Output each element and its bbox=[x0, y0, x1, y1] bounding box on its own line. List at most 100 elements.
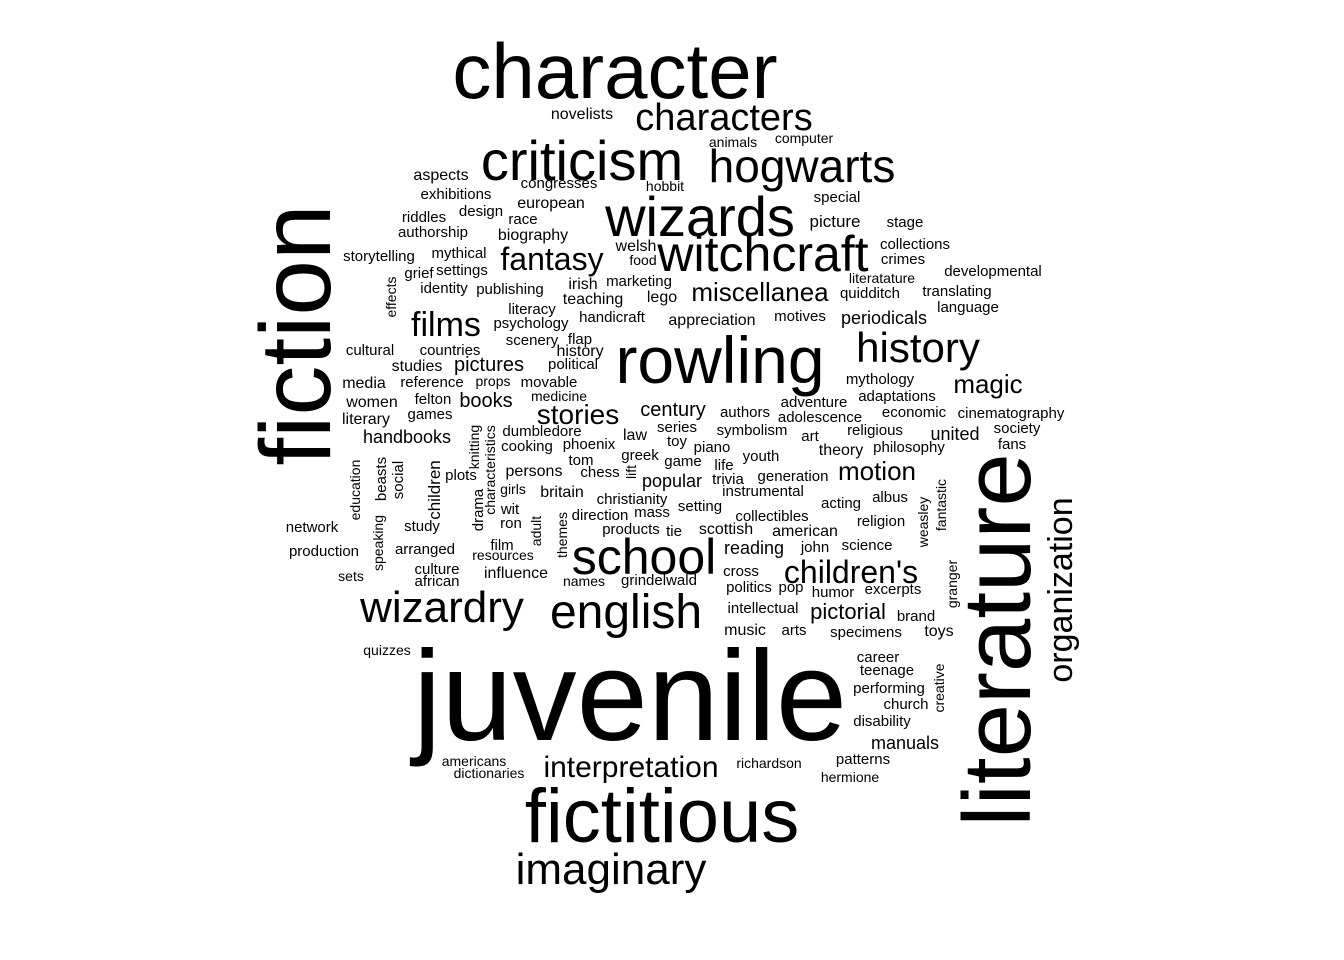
word-john: john bbox=[800, 539, 829, 556]
word-congresses: congresses bbox=[521, 175, 598, 192]
word-games: games bbox=[407, 406, 452, 423]
word-mass: mass bbox=[634, 504, 670, 521]
word-quidditch: quidditch bbox=[840, 285, 900, 302]
word-britain: britain bbox=[540, 484, 584, 501]
word-brand: brand bbox=[897, 608, 935, 625]
word-adventure: adventure bbox=[781, 394, 848, 411]
word-resources: resources bbox=[472, 547, 533, 563]
word-acting: acting bbox=[821, 495, 861, 512]
word-irish: irish bbox=[568, 276, 597, 293]
word-food: food bbox=[629, 252, 656, 268]
word-collectibles: collectibles bbox=[735, 508, 808, 525]
word-handicraft: handicraft bbox=[579, 309, 646, 326]
word-felton: felton bbox=[415, 391, 452, 408]
word-hermione: hermione bbox=[821, 769, 880, 785]
word-children-s: children's bbox=[784, 554, 918, 590]
word-welsh: welsh bbox=[615, 238, 657, 255]
word-church: church bbox=[883, 696, 928, 713]
word-character: character bbox=[452, 27, 777, 115]
word-christianity: christianity bbox=[597, 491, 668, 508]
word-lego: lego bbox=[647, 289, 677, 306]
word-quizzes: quizzes bbox=[363, 642, 410, 658]
word-stage: stage bbox=[887, 214, 924, 231]
word-literary: literary bbox=[342, 411, 390, 428]
word-arranged: arranged bbox=[395, 541, 455, 558]
word-drama: drama bbox=[470, 488, 487, 531]
word-sets: sets bbox=[338, 568, 364, 584]
word-cultural: cultural bbox=[346, 342, 394, 359]
word-ron: ron bbox=[500, 515, 522, 532]
word-children: children bbox=[425, 460, 444, 520]
word-tie: tie bbox=[666, 523, 682, 540]
word-characters: characters bbox=[635, 97, 812, 139]
word-network: network bbox=[286, 519, 339, 536]
word-political: political bbox=[548, 356, 598, 373]
word-medicine: medicine bbox=[531, 388, 587, 404]
word-names: names bbox=[563, 573, 605, 589]
word-cinematography: cinematography bbox=[958, 405, 1065, 422]
word-plots: plots bbox=[445, 467, 477, 484]
word-interpretation: interpretation bbox=[543, 751, 718, 784]
word-race: race bbox=[508, 211, 537, 228]
word-philosophy: philosophy bbox=[873, 439, 945, 456]
word-life: life bbox=[714, 457, 733, 474]
word-dumbledore: dumbledore bbox=[502, 423, 581, 440]
word-literacy: literacy bbox=[508, 301, 556, 318]
word-criticism: criticism bbox=[481, 129, 683, 192]
word-adolescence: adolescence bbox=[778, 409, 862, 426]
word-flap: flap bbox=[568, 331, 592, 348]
word-literatature: literatature bbox=[849, 270, 915, 286]
word-school: school bbox=[572, 529, 717, 585]
word-culture: culture bbox=[414, 561, 459, 578]
word-toy: toy bbox=[667, 433, 688, 450]
word-speaking: speaking bbox=[370, 515, 386, 571]
word-exhibitions: exhibitions bbox=[421, 186, 492, 203]
word-chess: chess bbox=[580, 464, 619, 481]
word-patterns: patterns bbox=[836, 751, 890, 768]
word-film: film bbox=[490, 537, 513, 554]
word-teenage: teenage bbox=[860, 662, 914, 679]
word-humor: humor bbox=[812, 584, 855, 601]
word-phoenix: phoenix bbox=[563, 436, 616, 453]
word-trivia: trivia bbox=[712, 471, 744, 488]
word-history: history bbox=[856, 324, 980, 371]
word-hogwarts: hogwarts bbox=[709, 140, 896, 192]
word-fantastic: fantastic bbox=[933, 479, 949, 531]
word-piano: piano bbox=[694, 439, 731, 456]
word-developmental: developmental bbox=[944, 263, 1042, 280]
word-crimes: crimes bbox=[881, 251, 925, 268]
word-specimens: specimens bbox=[830, 624, 902, 641]
word-girls: girls bbox=[500, 481, 526, 497]
word-americans: americans bbox=[442, 753, 507, 769]
word-fictitious: fictitious bbox=[525, 774, 800, 859]
word-juvenile: juvenile bbox=[409, 625, 847, 768]
word-wizards: wizards bbox=[604, 185, 795, 248]
word-dictionaries: dictionaries bbox=[454, 765, 525, 781]
word-women: women bbox=[345, 394, 398, 411]
word-imaginary: imaginary bbox=[516, 845, 707, 894]
word-riddles: riddles bbox=[402, 209, 446, 226]
word-design: design bbox=[459, 203, 503, 220]
word-motion: motion bbox=[838, 456, 916, 486]
word-psychology: psychology bbox=[493, 315, 569, 332]
word-reference: reference bbox=[400, 374, 463, 391]
word-characteristics: characteristics bbox=[482, 425, 498, 514]
word-tom: tom bbox=[568, 452, 593, 469]
word-pictures: pictures bbox=[454, 354, 524, 376]
word-handbooks: handbooks bbox=[363, 427, 451, 447]
word-albus: albus bbox=[872, 489, 908, 506]
word-publishing: publishing bbox=[476, 281, 544, 298]
word-performing: performing bbox=[853, 680, 925, 697]
word-countries: countries bbox=[420, 342, 481, 359]
word-grief: grief bbox=[404, 265, 434, 282]
word-media: media bbox=[342, 375, 386, 392]
word-rowling: rowling bbox=[615, 323, 824, 397]
word-manuals: manuals bbox=[871, 733, 939, 753]
word-fiction: fiction bbox=[240, 204, 352, 465]
word-marketing: marketing bbox=[606, 273, 672, 290]
word-weasley: weasley bbox=[915, 497, 931, 549]
word-reading: reading bbox=[724, 538, 784, 558]
word-studies: studies bbox=[392, 358, 443, 375]
word-biography: biography bbox=[498, 227, 568, 244]
word-identity: identity bbox=[420, 280, 468, 297]
